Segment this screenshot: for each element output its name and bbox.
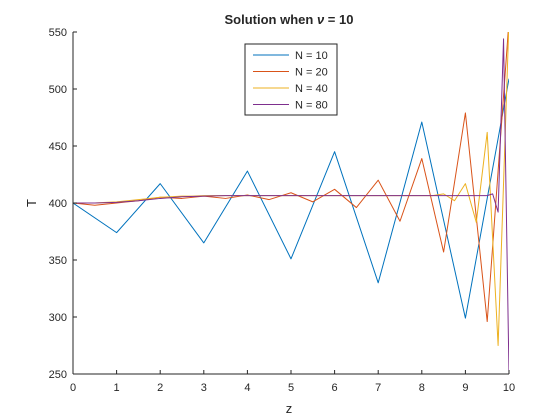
- y-tick-label: 350: [49, 255, 67, 267]
- y-tick-label: 300: [49, 312, 67, 324]
- legend-label: N = 40: [295, 83, 328, 95]
- x-tick-label: 9: [462, 382, 468, 394]
- x-tick-label: 4: [244, 382, 250, 394]
- x-tick-label: 3: [201, 382, 207, 394]
- x-tick-label: 0: [70, 382, 76, 394]
- x-tick-label: 10: [503, 382, 515, 394]
- x-tick-label: 8: [419, 382, 425, 394]
- x-tick-label: 2: [157, 382, 163, 394]
- y-tick-label: 250: [49, 369, 67, 381]
- legend-label: N = 10: [295, 50, 328, 62]
- y-axis-label: T: [24, 199, 39, 207]
- x-tick-label: 7: [375, 382, 381, 394]
- legend-label: N = 80: [295, 100, 328, 112]
- chart-title: Solution when ν = 10: [225, 12, 354, 27]
- y-tick-label: 550: [49, 27, 67, 39]
- x-tick-label: 1: [114, 382, 120, 394]
- x-tick-label: 6: [332, 382, 338, 394]
- y-tick-label: 400: [49, 198, 67, 210]
- legend: N = 10 N = 20 N = 40 N = 80: [245, 44, 337, 115]
- x-axis-label: z: [286, 401, 293, 416]
- y-tick-label: 450: [49, 141, 67, 153]
- y-tick-label: 500: [49, 84, 67, 96]
- x-tick-label: 5: [288, 382, 294, 394]
- legend-label: N = 20: [295, 67, 328, 79]
